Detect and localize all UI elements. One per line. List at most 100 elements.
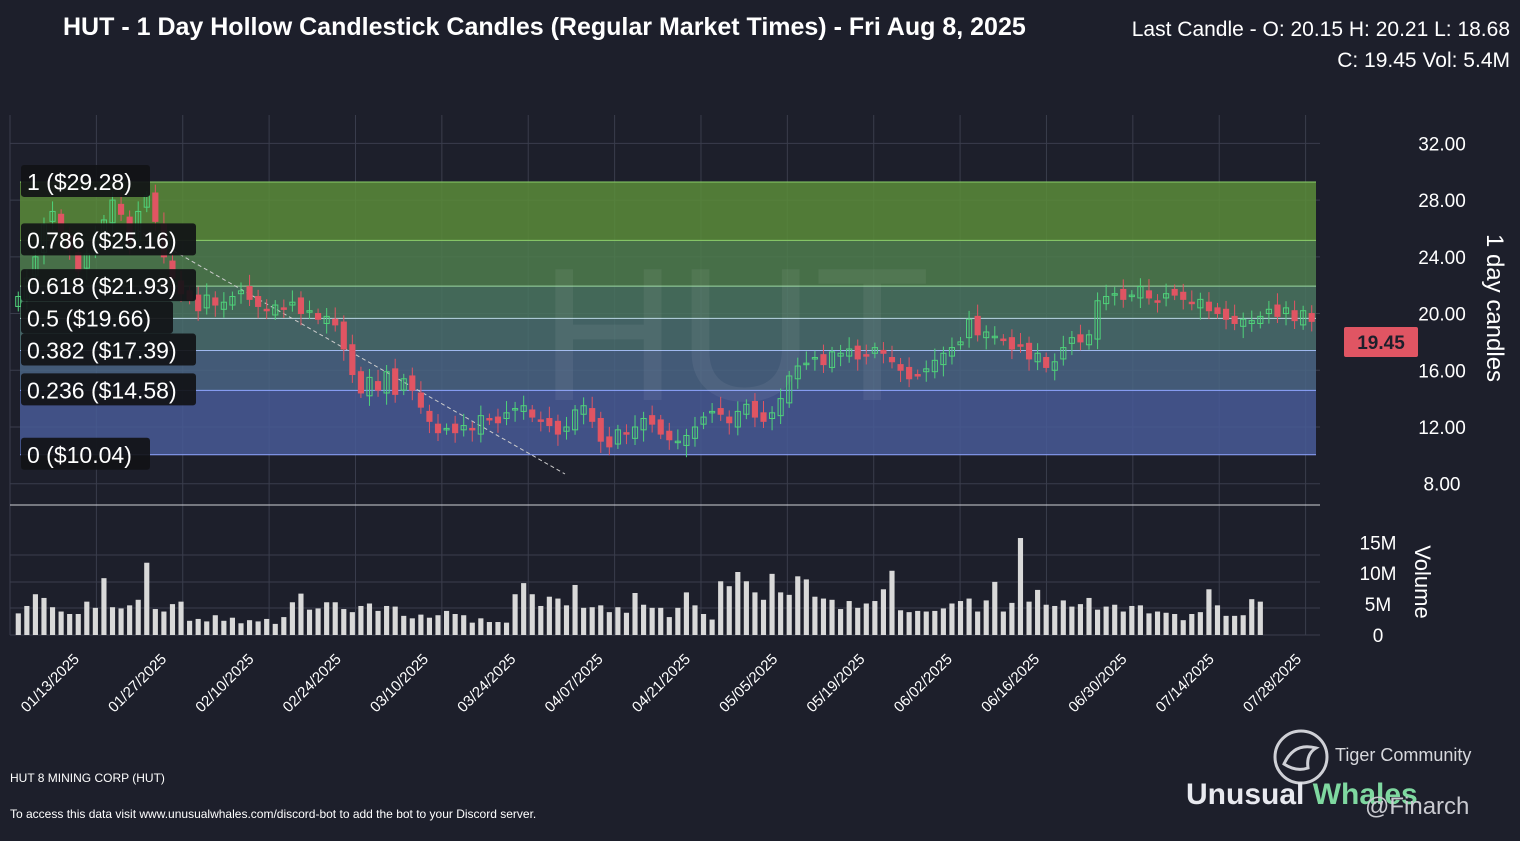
volume-bar [289, 602, 295, 635]
candle [974, 304, 981, 342]
candle [1248, 310, 1255, 332]
volume-bar [529, 594, 535, 635]
volume-bar [92, 607, 98, 635]
volume-bar [144, 562, 150, 635]
candle [255, 289, 262, 319]
volume-bar [1026, 601, 1032, 635]
volume-bar [1249, 599, 1255, 635]
date-label: 02/10/2025 [192, 651, 257, 716]
candle [1197, 292, 1204, 320]
candle [906, 357, 913, 388]
volume-bar [281, 617, 287, 635]
brand-word-2: Whales [1312, 778, 1418, 811]
candle [940, 346, 947, 377]
candle [1120, 279, 1127, 308]
candle [1222, 300, 1230, 330]
candle [460, 413, 467, 437]
volume-bar [760, 599, 767, 635]
volume-bar [1189, 614, 1195, 635]
volume-bar [863, 603, 869, 635]
volume-tick: 15M [1360, 533, 1397, 554]
fib-label: 0.382 ($17.39) [21, 333, 196, 366]
candle [820, 344, 827, 373]
candle [1308, 305, 1315, 332]
volume-bar [803, 579, 809, 635]
volume-bar [1095, 609, 1101, 635]
candle [349, 334, 356, 383]
svg-text:19.45: 19.45 [1357, 333, 1405, 354]
last-candle-info: Last Candle - O: 20.15 H: 20.21 L: 18.68… [1131, 18, 1510, 72]
volume-bar [1086, 597, 1092, 635]
date-label: 03/24/2025 [454, 651, 519, 716]
candle [751, 393, 759, 428]
volume-bar [812, 596, 818, 635]
volume-bar [358, 605, 364, 635]
candle [683, 428, 690, 458]
candle [983, 325, 990, 350]
candle [1163, 283, 1170, 307]
volume-bar [298, 593, 304, 635]
candle [837, 344, 844, 367]
candle [1231, 304, 1238, 331]
volume-bar [161, 611, 167, 635]
candle [571, 405, 579, 435]
candle [897, 357, 904, 383]
candle [383, 365, 390, 405]
candle [434, 414, 442, 442]
volume-bar [169, 604, 176, 635]
price-axis-label: 1 day candles [1481, 234, 1508, 382]
volume-bar [1240, 615, 1246, 635]
fib-label: 0.236 ($14.58) [21, 373, 196, 406]
volume-bar [1112, 604, 1118, 635]
candle [811, 350, 818, 371]
candlestick-chart: HUT 1 ($29.28) 0.786 ($25.16) 0.618 ($21.9… [9, 115, 1508, 716]
candle [760, 401, 767, 428]
volume-bar [118, 608, 124, 635]
candle [931, 348, 938, 379]
volume-bar [135, 599, 141, 635]
volume-bar [735, 572, 741, 635]
volume-bar [623, 612, 630, 635]
date-label: 02/24/2025 [280, 651, 345, 716]
candle [794, 357, 801, 389]
volume-bar [889, 570, 895, 635]
candle [263, 299, 270, 320]
volume-bar [641, 604, 647, 635]
volume-bar [1146, 613, 1152, 635]
volume-bar [940, 608, 946, 635]
date-label: 06/30/2025 [1065, 651, 1130, 716]
volume-bar [469, 622, 475, 635]
volume-bar [349, 612, 355, 635]
candle [400, 373, 407, 396]
date-label: 04/07/2025 [542, 651, 607, 716]
candle [323, 308, 330, 334]
candle [417, 381, 424, 414]
volume-bar [32, 594, 38, 635]
candle [409, 367, 416, 401]
volume-bar [718, 581, 724, 635]
fib-label: 0.786 ($25.16) [21, 223, 196, 256]
candle [580, 397, 587, 425]
date-label: 01/13/2025 [18, 651, 83, 716]
candle [914, 369, 921, 380]
author-handle: @Finarch [1365, 793, 1470, 820]
svg-text:0.5 ($19.66): 0.5 ($19.66) [27, 305, 151, 331]
volume-bar [880, 589, 886, 635]
candle [1274, 293, 1281, 324]
community-label: Tiger Community [1335, 745, 1472, 765]
candle [871, 342, 878, 359]
candle [529, 405, 536, 423]
candle [469, 421, 476, 442]
volume-bar [923, 611, 929, 635]
volume-bar [264, 618, 270, 635]
fib-label: 1 ($29.28) [21, 164, 150, 197]
volume-bar [84, 601, 90, 635]
candle [306, 300, 313, 320]
candle [357, 366, 364, 398]
candle [332, 307, 339, 332]
candle [195, 286, 202, 321]
tiger-logo-icon [1273, 729, 1329, 785]
candle [1180, 283, 1187, 310]
volume-bar [1257, 601, 1263, 635]
candle [443, 423, 450, 435]
